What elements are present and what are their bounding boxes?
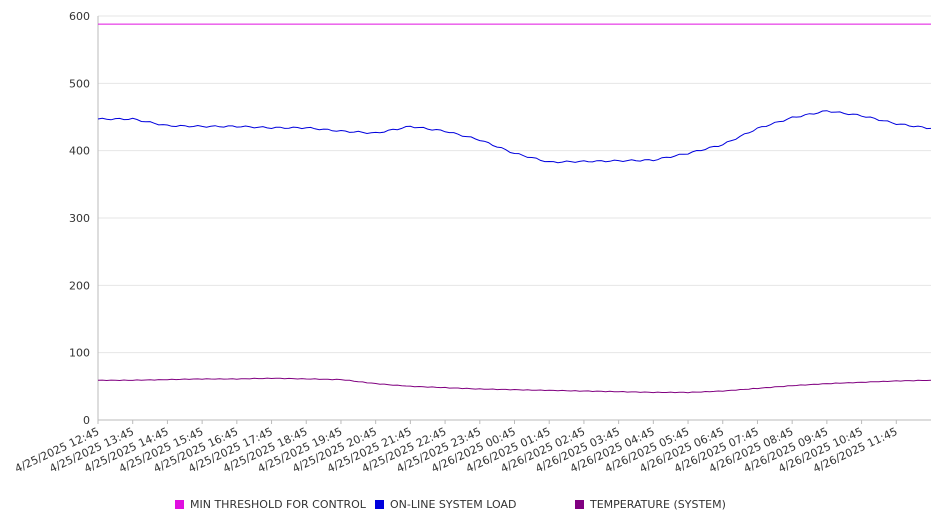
- legend-swatch-temperature: [575, 500, 584, 509]
- y-tick-label: 0: [83, 414, 90, 427]
- axes: [97, 16, 931, 424]
- legend-label-temperature: TEMPERATURE (SYSTEM): [590, 498, 726, 511]
- y-tick-label: 500: [69, 77, 90, 90]
- y-tick-label: 400: [69, 145, 90, 158]
- series-line-temperature-system: [97, 377, 932, 394]
- x-axis-tick-labels: 4/25/2025 12:454/25/2025 13:454/25/2025 …: [13, 425, 900, 475]
- y-tick-label: 600: [69, 10, 90, 23]
- legend: MIN THRESHOLD FOR CONTROL ON-LINE SYSTEM…: [0, 498, 946, 516]
- legend-swatch-min-threshold: [175, 500, 184, 509]
- y-tick-label: 200: [69, 279, 90, 292]
- legend-label-min-threshold: MIN THRESHOLD FOR CONTROL: [190, 498, 366, 511]
- legend-swatch-system-load: [375, 500, 384, 509]
- gridlines: [98, 15, 931, 354]
- legend-item-min-threshold[interactable]: MIN THRESHOLD FOR CONTROL: [175, 498, 366, 511]
- y-tick-label: 300: [69, 212, 90, 225]
- y-tick-label: 100: [69, 347, 90, 360]
- legend-item-system-load[interactable]: ON-LINE SYSTEM LOAD: [375, 498, 516, 511]
- legend-item-temperature[interactable]: TEMPERATURE (SYSTEM): [575, 498, 726, 511]
- series-line-on-line-system-load: [97, 110, 932, 164]
- y-axis-tick-labels: 0 100 200 300 400 500 600: [69, 10, 90, 427]
- series-lines: [97, 23, 932, 394]
- legend-label-system-load: ON-LINE SYSTEM LOAD: [390, 498, 517, 511]
